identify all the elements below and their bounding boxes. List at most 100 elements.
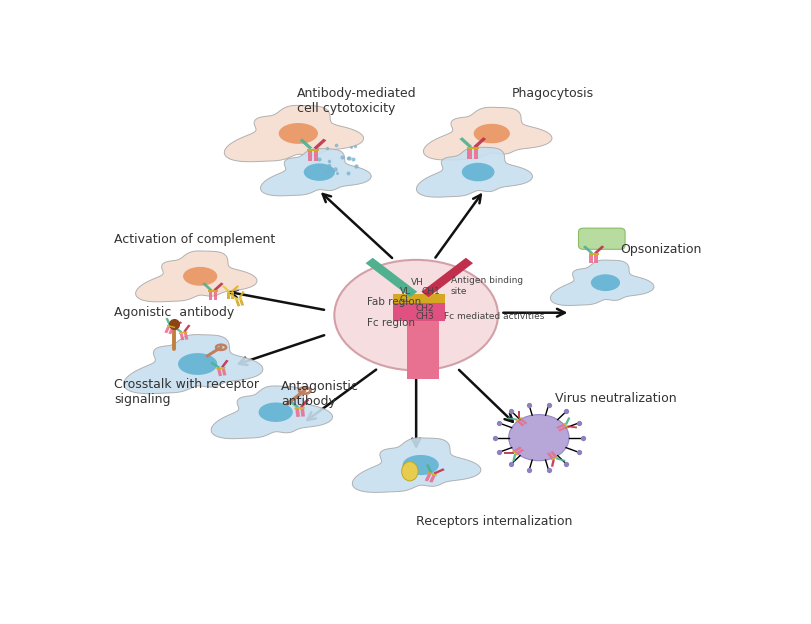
Polygon shape	[507, 417, 517, 421]
Polygon shape	[557, 426, 566, 432]
Polygon shape	[173, 326, 182, 333]
Text: Antibody-mediated
cell cytotoxicity: Antibody-mediated cell cytotoxicity	[296, 87, 416, 115]
Polygon shape	[213, 283, 223, 291]
Ellipse shape	[402, 455, 438, 475]
Polygon shape	[393, 303, 444, 321]
Polygon shape	[517, 411, 520, 418]
Ellipse shape	[303, 163, 335, 181]
Polygon shape	[503, 452, 513, 454]
Polygon shape	[406, 321, 424, 379]
Polygon shape	[165, 318, 171, 326]
Polygon shape	[582, 245, 592, 254]
Polygon shape	[433, 468, 444, 474]
Ellipse shape	[590, 275, 620, 291]
Ellipse shape	[178, 353, 217, 375]
Polygon shape	[221, 359, 229, 368]
Polygon shape	[135, 251, 257, 302]
Text: Opsonization: Opsonization	[620, 243, 702, 256]
Polygon shape	[234, 298, 242, 301]
Polygon shape	[235, 300, 240, 306]
Polygon shape	[562, 423, 568, 429]
Text: VH: VH	[410, 278, 423, 287]
Text: Fab region: Fab region	[367, 296, 421, 306]
Text: Agonistic  antibody: Agonistic antibody	[114, 306, 234, 318]
Polygon shape	[300, 409, 305, 417]
Polygon shape	[307, 149, 319, 151]
Polygon shape	[202, 283, 212, 291]
Polygon shape	[550, 260, 653, 306]
Polygon shape	[221, 368, 226, 376]
Text: Antigen binding
site: Antigen binding site	[450, 276, 522, 296]
Polygon shape	[566, 426, 577, 429]
Polygon shape	[589, 255, 592, 263]
Text: Antagonistic
antibody: Antagonistic antibody	[281, 380, 358, 408]
Polygon shape	[216, 367, 225, 369]
Polygon shape	[208, 290, 217, 292]
Ellipse shape	[278, 123, 318, 144]
Polygon shape	[221, 285, 230, 292]
Polygon shape	[226, 291, 234, 293]
Polygon shape	[168, 327, 174, 334]
Polygon shape	[208, 292, 212, 300]
Polygon shape	[228, 294, 238, 300]
Text: VL: VL	[399, 287, 410, 296]
Polygon shape	[473, 137, 486, 148]
Polygon shape	[178, 331, 187, 334]
Ellipse shape	[401, 462, 418, 481]
Polygon shape	[288, 400, 298, 408]
Text: CL: CL	[399, 295, 410, 304]
Text: Activation of complement: Activation of complement	[114, 233, 275, 246]
Polygon shape	[307, 151, 311, 161]
Polygon shape	[294, 407, 304, 409]
Polygon shape	[365, 258, 417, 297]
Polygon shape	[183, 333, 188, 340]
Polygon shape	[123, 334, 263, 394]
Polygon shape	[550, 459, 554, 467]
Polygon shape	[467, 149, 471, 159]
Polygon shape	[260, 149, 371, 196]
Circle shape	[508, 414, 569, 461]
Polygon shape	[555, 457, 565, 462]
Polygon shape	[299, 399, 309, 407]
Polygon shape	[211, 386, 333, 439]
Polygon shape	[564, 417, 570, 425]
Polygon shape	[238, 291, 244, 298]
Polygon shape	[466, 147, 478, 149]
Polygon shape	[166, 324, 175, 328]
Polygon shape	[352, 438, 480, 492]
Polygon shape	[459, 137, 472, 148]
Polygon shape	[239, 299, 244, 306]
Ellipse shape	[461, 163, 494, 182]
Text: Receptors internalization: Receptors internalization	[416, 515, 572, 527]
Ellipse shape	[473, 124, 509, 144]
Polygon shape	[473, 149, 478, 159]
Polygon shape	[429, 475, 436, 483]
Text: CH3: CH3	[415, 311, 434, 321]
Polygon shape	[313, 139, 326, 150]
Polygon shape	[556, 424, 564, 429]
Polygon shape	[516, 449, 524, 454]
Polygon shape	[588, 253, 598, 255]
Polygon shape	[313, 151, 318, 161]
Text: Phagocytosis: Phagocytosis	[511, 87, 593, 100]
Polygon shape	[420, 321, 438, 379]
Polygon shape	[512, 454, 516, 462]
Polygon shape	[547, 452, 553, 459]
Polygon shape	[513, 446, 521, 452]
Text: CH1: CH1	[421, 287, 440, 296]
FancyBboxPatch shape	[577, 228, 624, 250]
Polygon shape	[416, 147, 532, 197]
Polygon shape	[515, 417, 521, 422]
Polygon shape	[231, 293, 234, 300]
Polygon shape	[421, 258, 473, 297]
Ellipse shape	[334, 260, 497, 371]
Polygon shape	[230, 285, 238, 292]
Polygon shape	[224, 105, 363, 162]
Polygon shape	[423, 107, 551, 160]
Polygon shape	[393, 295, 444, 303]
Polygon shape	[519, 418, 526, 424]
Text: Fc mediated activities: Fc mediated activities	[444, 311, 544, 321]
Polygon shape	[172, 321, 182, 327]
Polygon shape	[594, 245, 603, 254]
Polygon shape	[295, 409, 299, 417]
